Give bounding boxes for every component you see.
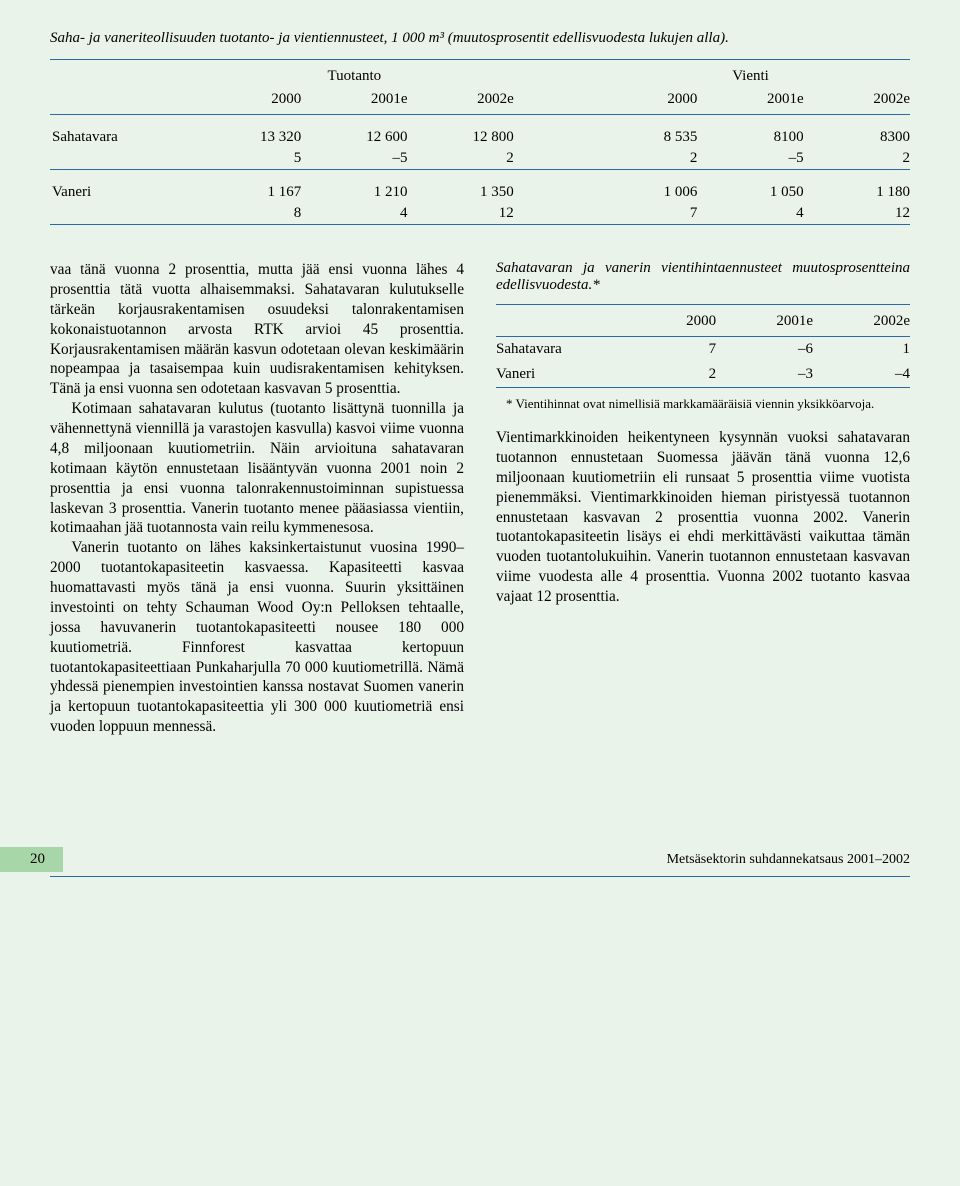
cell: 1 050 (697, 182, 803, 203)
table2-title: Sahatavaran ja vanerin vientihintaennust… (496, 260, 910, 294)
production-export-table: Tuotanto Vienti 2000 2001e 2002e 2000 20… (50, 59, 910, 225)
cell: 12 (408, 203, 514, 225)
cell: 7 (591, 203, 697, 225)
cell: 1 006 (591, 182, 697, 203)
left-column: vaa tänä vuonna 2 prosenttia, mutta jää … (50, 260, 464, 737)
cell: –6 (716, 337, 813, 363)
right-column: Sahatavaran ja vanerin vientihintaennust… (496, 260, 910, 737)
cell: 8 535 (591, 127, 697, 148)
cell: 1 (813, 337, 910, 363)
cell: 12 (804, 203, 910, 225)
two-column-body: vaa tänä vuonna 2 prosenttia, mutta jää … (50, 260, 910, 737)
cell: 1 210 (301, 182, 407, 203)
year-header: 2002e (804, 89, 910, 115)
table-row: Vaneri 2 –3 –4 (496, 362, 910, 388)
cell: 13 320 (195, 127, 301, 148)
body-paragraph: Vientimarkkinoiden heikentyneen kysynnän… (496, 428, 910, 607)
year-header: 2001e (716, 305, 813, 337)
year-header: 2002e (813, 305, 910, 337)
body-paragraph: Kotimaan sahatavaran kulutus (tuotanto l… (50, 399, 464, 538)
row-label: Vaneri (496, 362, 637, 388)
year-header: 2000 (637, 305, 716, 337)
year-header: 2000 (591, 89, 697, 115)
cell: 2 (591, 148, 697, 170)
row-label: Vaneri (50, 182, 195, 203)
cell: 8100 (697, 127, 803, 148)
cell: 8300 (804, 127, 910, 148)
table-row: 8 4 12 7 4 12 (50, 203, 910, 225)
cell: 1 180 (804, 182, 910, 203)
table-row: 5 –5 2 2 –5 2 (50, 148, 910, 170)
cell: 8 (195, 203, 301, 225)
year-header: 2002e (408, 89, 514, 115)
table1-title: Saha- ja vaneriteollisuuden tuotanto- ja… (50, 30, 910, 47)
cell: –5 (301, 148, 407, 170)
cell: 1 350 (408, 182, 514, 203)
page: Saha- ja vaneriteollisuuden tuotanto- ja… (0, 0, 960, 877)
cell: 2 (408, 148, 514, 170)
row-label: Sahatavara (496, 337, 637, 363)
group-header-export: Vienti (591, 60, 910, 90)
publication-title: Metsäsektorin suhdannekatsaus 2001–2002 (667, 852, 910, 868)
cell: 12 800 (408, 127, 514, 148)
table-row: Sahatavara 7 –6 1 (496, 337, 910, 363)
row-label: Sahatavara (50, 127, 195, 148)
cell: 4 (697, 203, 803, 225)
body-paragraph: vaa tänä vuonna 2 prosenttia, mutta jää … (50, 260, 464, 399)
body-paragraph: Vanerin tuotanto on lähes kaksinkertaist… (50, 538, 464, 737)
cell: 2 (804, 148, 910, 170)
cell: –4 (813, 362, 910, 388)
group-header-production: Tuotanto (195, 60, 514, 90)
page-number: 20 (0, 847, 63, 872)
cell: 12 600 (301, 127, 407, 148)
page-footer: 20 Metsäsektorin suhdannekatsaus 2001–20… (50, 847, 910, 877)
cell: 4 (301, 203, 407, 225)
cell: 7 (637, 337, 716, 363)
cell: 1 167 (195, 182, 301, 203)
cell: 2 (637, 362, 716, 388)
table2-footnote: * Vientihinnat ovat nimellisiä markkamää… (506, 396, 910, 412)
table-row: Sahatavara 13 320 12 600 12 800 8 535 81… (50, 127, 910, 148)
year-header: 2001e (697, 89, 803, 115)
cell: 5 (195, 148, 301, 170)
export-price-table: 2000 2001e 2002e Sahatavara 7 –6 1 Vaner… (496, 304, 910, 388)
cell: –3 (716, 362, 813, 388)
year-header: 2001e (301, 89, 407, 115)
cell: –5 (697, 148, 803, 170)
year-header: 2000 (195, 89, 301, 115)
table-row: Vaneri 1 167 1 210 1 350 1 006 1 050 1 1… (50, 182, 910, 203)
